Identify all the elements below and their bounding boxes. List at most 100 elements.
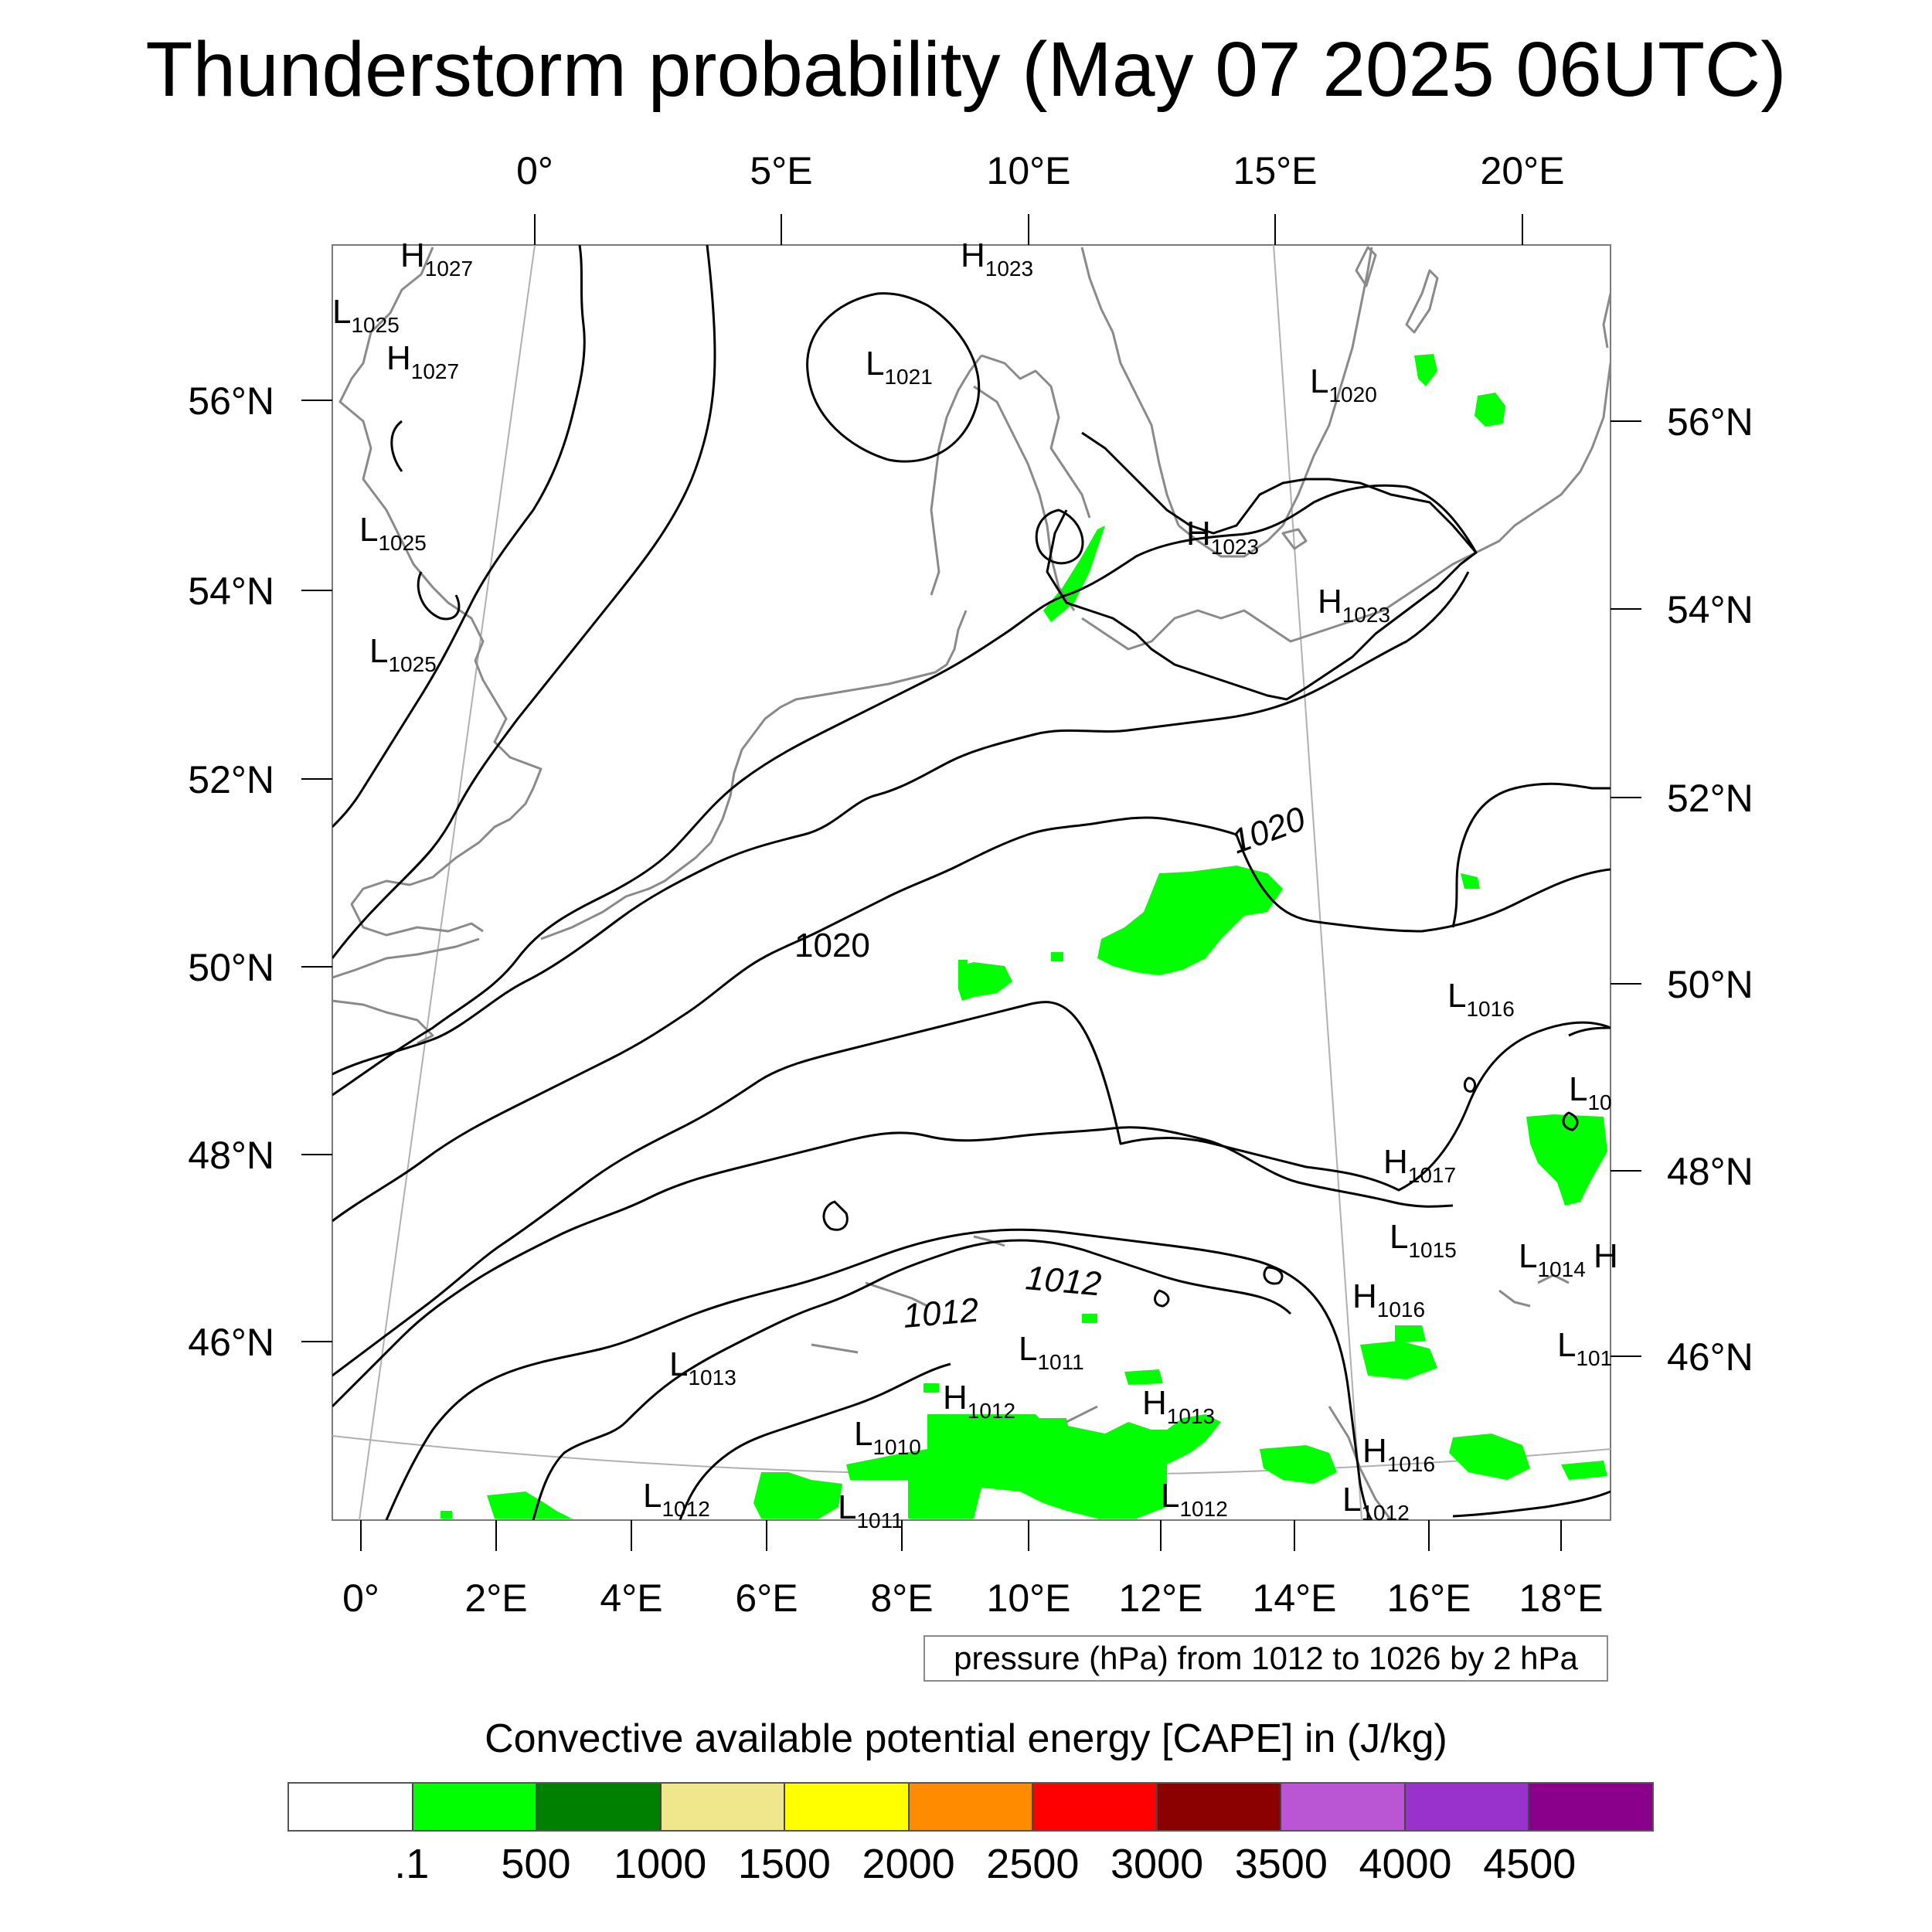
left-lat-label: 56°N (188, 379, 274, 423)
coast-gotland (1405, 269, 1439, 334)
coast-britain-east (338, 247, 543, 937)
high-pressure-label: H1027 (400, 236, 473, 281)
bottom-lon-label: 8°E (870, 1577, 933, 1620)
coast-lake-3 (1498, 1289, 1531, 1308)
top-lon-label: 0° (516, 149, 553, 192)
low-pressure-label: L1025 (332, 293, 400, 337)
colorbar-swatch (537, 1784, 662, 1830)
pressure-legend-note: pressure (hPa) from 1012 to 1026 by 2 hP… (923, 1635, 1608, 1682)
isobars (332, 245, 1611, 1520)
cape-area-mid-west (753, 1472, 842, 1519)
high-pressure-label: H1023 (961, 236, 1033, 281)
coast-lake-1 (973, 1235, 1005, 1247)
isobar-baltic-high (1046, 431, 1478, 701)
cape-area-hungary-south (1449, 1434, 1530, 1480)
right-lat-label: 54°N (1667, 588, 1753, 631)
colorbar-label: 3500 (1234, 1841, 1328, 1887)
isobar-low-1021 (806, 292, 981, 463)
top-lon-label: 20°E (1481, 149, 1565, 192)
right-lat-label: 56°N (1667, 400, 1753, 444)
cape-area-specks-7 (1124, 1369, 1163, 1385)
colorbar-label: 2500 (986, 1841, 1080, 1887)
colorbar-label: 1000 (614, 1841, 707, 1887)
coastlines (332, 246, 1611, 1520)
colorbar-swatch (909, 1784, 1034, 1830)
coast-france-north (332, 937, 480, 979)
top-lon-label: 10°E (987, 149, 1071, 192)
coast-adriatic (1328, 1406, 1393, 1520)
isobar-1012-alps (532, 1239, 1292, 1520)
right-latitude-labels: 56°N 54°N 52°N 50°N 48°N 46°N (1667, 400, 1753, 1379)
colorbar-swatch (785, 1784, 910, 1830)
isobar-label: 1012 (1024, 1259, 1103, 1303)
left-lat-label: 52°N (188, 758, 274, 801)
cape-area-specks-5 (1082, 1314, 1097, 1323)
coast-lake-2 (1066, 1405, 1098, 1423)
isobar-se (1452, 1490, 1611, 1518)
colorbar-label: 4000 (1359, 1841, 1452, 1887)
coast-gulf-riga (1602, 293, 1611, 349)
map-frame (332, 244, 1611, 1521)
tick-marks (301, 214, 1641, 1551)
isobar-ring-sealand (1035, 509, 1084, 565)
cape-area-slovakia (1526, 1114, 1607, 1206)
right-lat-label: 52°N (1667, 777, 1753, 820)
colorbar-swatch (1529, 1784, 1653, 1830)
cape-area-east (1561, 1461, 1607, 1480)
top-lon-label: 5°E (750, 149, 812, 192)
colorbar-swatch (1157, 1784, 1282, 1830)
colorbar-swatch (1281, 1784, 1406, 1830)
left-latitude-labels: 56°N 54°N 52°N 50°N 48°N 46°N (188, 379, 274, 1364)
isobar-west-1 (332, 245, 586, 828)
bottom-lon-label: 2°E (464, 1577, 527, 1620)
isobar-1018 (332, 1001, 1611, 1377)
colorbar-label: .1 (394, 1841, 430, 1887)
coast-alps-lakes-2 (811, 1343, 859, 1354)
coast-bornholm (1281, 528, 1308, 550)
colorbar-label: 1500 (737, 1841, 831, 1887)
meridian-15e (1273, 245, 1362, 1520)
cape-area-specks-3 (1461, 873, 1480, 889)
cape-area-alps (846, 1414, 1221, 1519)
coast-oland (1355, 246, 1377, 287)
bottom-lon-label: 12°E (1119, 1577, 1203, 1620)
colorbar-label: 500 (501, 1841, 571, 1887)
isobar-small-4 (1562, 1111, 1579, 1131)
cape-colorbar (287, 1782, 1654, 1832)
isobar-1020-south (332, 816, 1611, 1223)
coast-jutland-east (973, 385, 1076, 611)
bottom-lon-label: 16°E (1387, 1577, 1471, 1620)
isobar-1020-north (332, 571, 1470, 1076)
cape-area-hungary-west (1360, 1341, 1437, 1379)
left-lat-label: 46°N (188, 1321, 274, 1364)
coast-denmark-north (981, 354, 1091, 519)
isobar-west-2 (332, 245, 716, 959)
top-longitude-labels: 0° 5°E 10°E 15°E 20°E (516, 149, 1564, 192)
isobar-1014 (385, 1228, 1373, 1520)
colorbar-label: 2000 (862, 1841, 955, 1887)
cape-area-specks-6 (923, 1383, 939, 1393)
colorbar-title: Convective available potential energy [C… (485, 1716, 1447, 1761)
left-lat-label: 48°N (188, 1134, 274, 1177)
coast-baltic-south (1081, 551, 1477, 651)
cape-area-specks-4 (440, 1511, 452, 1519)
cape-area-baltic-east (1475, 393, 1505, 427)
isobar-uk-2 (390, 420, 403, 472)
colorbar-swatch (1033, 1784, 1158, 1830)
coast-denmark-west (930, 355, 983, 596)
bottom-lon-label: 6°E (735, 1577, 798, 1620)
high-pressure-label: H (1594, 1237, 1618, 1275)
cape-areas (440, 354, 1607, 1519)
left-lat-label: 50°N (188, 946, 274, 989)
colorbar-labels: .1 500 1000 1500 2000 2500 3000 3500 4000 4500 (287, 1839, 1654, 1893)
colorbar-swatch (1405, 1784, 1530, 1830)
colorbar-label: 3000 (1111, 1841, 1204, 1887)
top-lon-label: 15°E (1233, 149, 1318, 192)
isobar-1016 (332, 1126, 1454, 1408)
isobar-east-1016 (1568, 1026, 1611, 1037)
bottom-lon-label: 14°E (1253, 1577, 1337, 1620)
colorbar-swatch (413, 1784, 538, 1830)
cape-area-baltic-north (1414, 354, 1437, 386)
bottom-longitude-labels: 0° 2°E 4°E 6°E 8°E 10°E 12°E 14°E 16°E 1… (342, 1577, 1603, 1620)
